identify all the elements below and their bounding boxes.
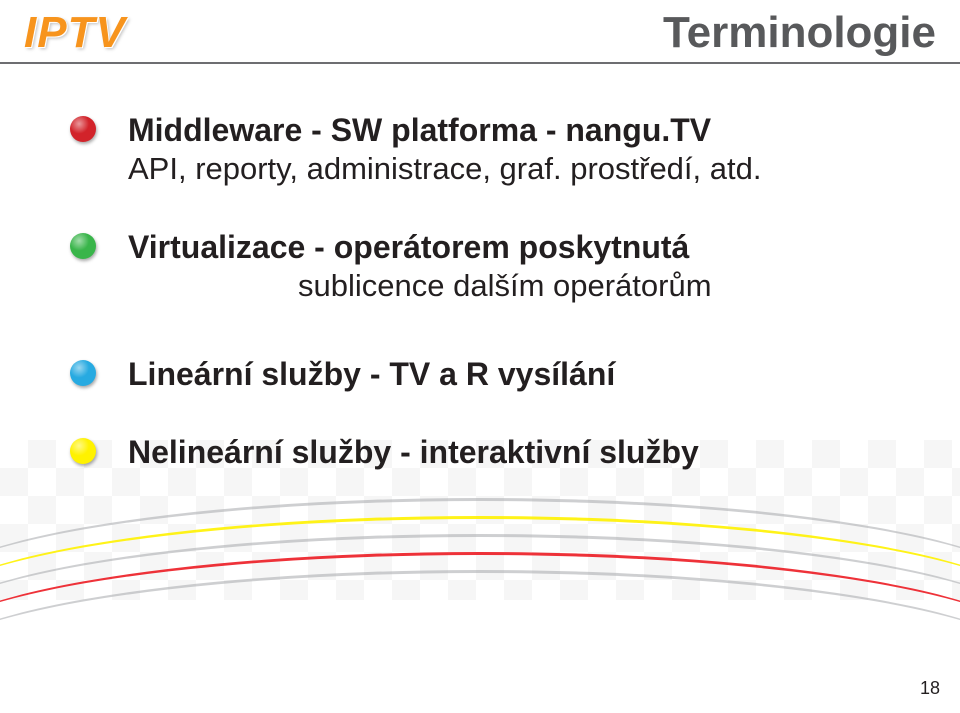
bullet-title: Virtualizace - operátorem poskytnutá [128,227,912,267]
bullet-dot-icon [70,438,96,464]
bullet-title: Lineární služby - TV a R vysílání [128,354,912,394]
bullet-list: Middleware - SW platforma - nangu.TVAPI,… [70,110,912,510]
bullet-dot-icon [70,233,96,259]
list-item: Nelineární služby - interaktivní služby [70,432,912,472]
brand-logo: IPTV [24,8,126,58]
bullet-subtitle: sublicence dalším operátorům [128,267,912,306]
list-item: Virtualizace - operátorem poskytnutásubl… [70,227,912,306]
page-title: Terminologie [663,8,936,58]
bullet-title: Middleware - SW platforma - nangu.TV [128,110,912,150]
list-item: Middleware - SW platforma - nangu.TVAPI,… [70,110,912,189]
list-item: Lineární služby - TV a R vysílání [70,354,912,394]
bullet-title: Nelineární služby - interaktivní služby [128,432,912,472]
header-divider [0,62,960,64]
bullet-dot-icon [70,360,96,386]
slide: IPTV Terminologie Middleware - SW platfo… [0,0,960,713]
page-number: 18 [920,678,940,699]
bullet-dot-icon [70,116,96,142]
swoosh-line [0,570,960,713]
bullet-subtitle: API, reporty, administrace, graf. prostř… [128,150,912,189]
